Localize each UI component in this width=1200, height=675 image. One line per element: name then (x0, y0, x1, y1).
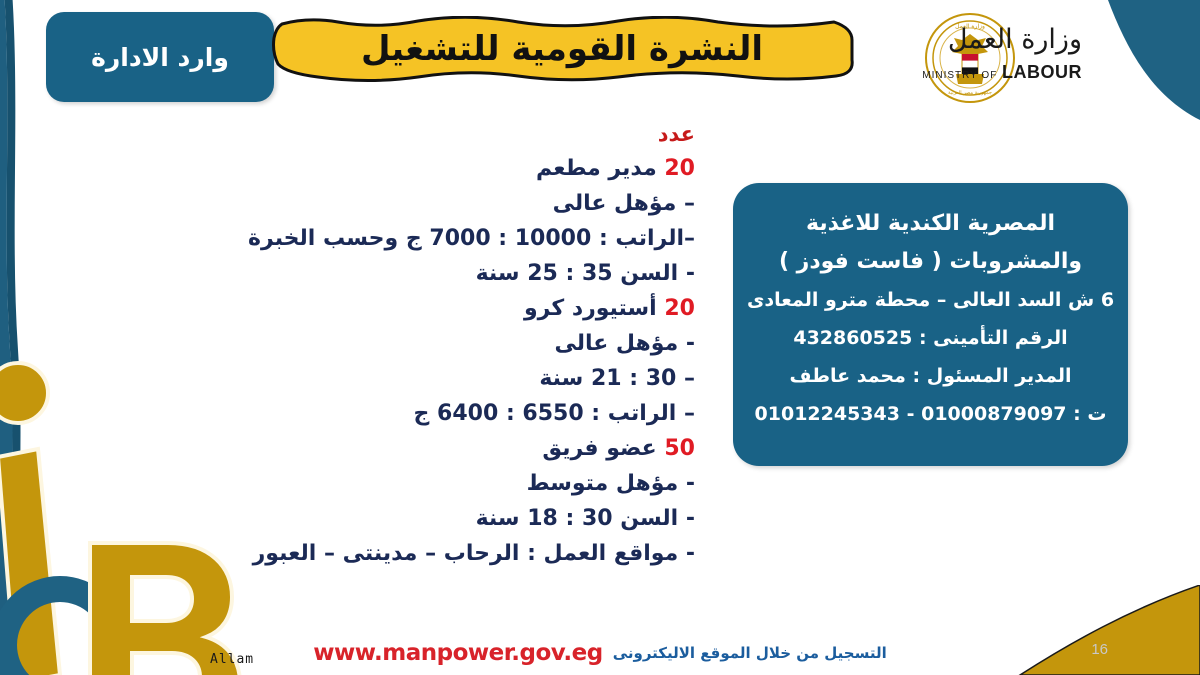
job-detail: - مؤهل متوسط (526, 471, 695, 496)
ministry-name-arabic: وزارة العمل (947, 24, 1082, 55)
company-address: 6 ش السد العالى – محطة مترو المعادى (746, 289, 1115, 311)
ministry-logo: وزارة العمل جمهورية مصر العربية (912, 8, 1182, 108)
company-name-line2: والمشروبات ( فاست فودز ) (778, 249, 1083, 274)
company-insurance-number: الرقم التأمينى : 432860525 (793, 327, 1068, 349)
job-title: عضو فريق (542, 436, 657, 461)
egypt-eagle-seal-icon: وزارة العمل جمهورية مصر العربية (925, 13, 1015, 103)
job-detail: - مواقع العمل : الرحاب – مدينتى – العبور (252, 541, 695, 566)
job-entry: 50 عضو فريق - مؤهل متوسط - السن 30 : 18 … (210, 431, 695, 571)
ministry-name-english: MINISTRY OF LABOUR (922, 62, 1082, 83)
job-title: مدير مطعم (536, 156, 657, 181)
registration-note: التسجيل من خلال الموقع الاليكترونى (612, 644, 887, 662)
job-count: 50 (664, 436, 695, 461)
job-detail: – الراتب : 6550 : 6400 ج (413, 401, 695, 426)
job-listings: عدد 20 مدير مطعم – مؤهل عالى –الراتب : 1… (210, 118, 695, 571)
job-detail: –الراتب : 10000 : 7000 ج وحسب الخبرة (248, 226, 695, 251)
job-title-line: 50 عضو فريق (210, 431, 695, 466)
title-banner-shape (272, 16, 854, 82)
slide-title: النشرة القومية للتشغيل (360, 29, 764, 69)
job-detail: – 30 : 21 سنة (539, 366, 695, 391)
ministry-en-word: LABOUR (1002, 62, 1082, 82)
ministry-en-prefix: MINISTRY OF (922, 70, 998, 81)
job-detail: – مؤهل عالى (552, 191, 695, 216)
footer: التسجيل من خلال الموقع الاليكترونى www.m… (0, 636, 1200, 670)
job-entry: 20 مدير مطعم – مؤهل عالى –الراتب : 10000… (210, 151, 695, 291)
job-count: 20 (664, 156, 695, 181)
count-column-header: عدد (657, 122, 695, 146)
svg-text:جمهورية مصر العربية: جمهورية مصر العربية (948, 90, 992, 96)
page-number: 16 (1091, 641, 1108, 658)
job-title-line: 20 أستيورد كرو (210, 291, 695, 326)
job-title-line: 20 مدير مطعم (210, 151, 695, 186)
author-mark: Allam (210, 652, 255, 667)
job-detail: - مؤهل عالى (554, 331, 695, 356)
svg-text:وزارة العمل: وزارة العمل (955, 23, 985, 30)
company-phones: ت : 01000879097 - 01012245343 (754, 403, 1107, 425)
job-entry: 20 أستيورد كرو - مؤهل عالى – 30 : 21 سنة… (210, 291, 695, 431)
admin-incoming-label: وارد الادارة (91, 42, 229, 72)
title-banner: النشرة القومية للتشغيل (268, 16, 856, 82)
job-detail: - السن 35 : 25 سنة (475, 261, 695, 286)
admin-incoming-badge: وارد الادارة (46, 12, 274, 102)
company-manager: المدير المسئول : محمد عاطف (789, 365, 1072, 387)
left-stripe-decoration (0, 0, 21, 675)
job-title: أستيورد كرو (524, 296, 657, 321)
job-detail: - السن 30 : 18 سنة (475, 506, 695, 531)
website-link[interactable]: www.manpower.gov.eg (313, 640, 603, 666)
job-count: 20 (664, 296, 695, 321)
company-name-line1: المصرية الكندية للاغذية (805, 211, 1056, 236)
company-info-box: المصرية الكندية للاغذية والمشروبات ( فاس… (733, 183, 1128, 466)
